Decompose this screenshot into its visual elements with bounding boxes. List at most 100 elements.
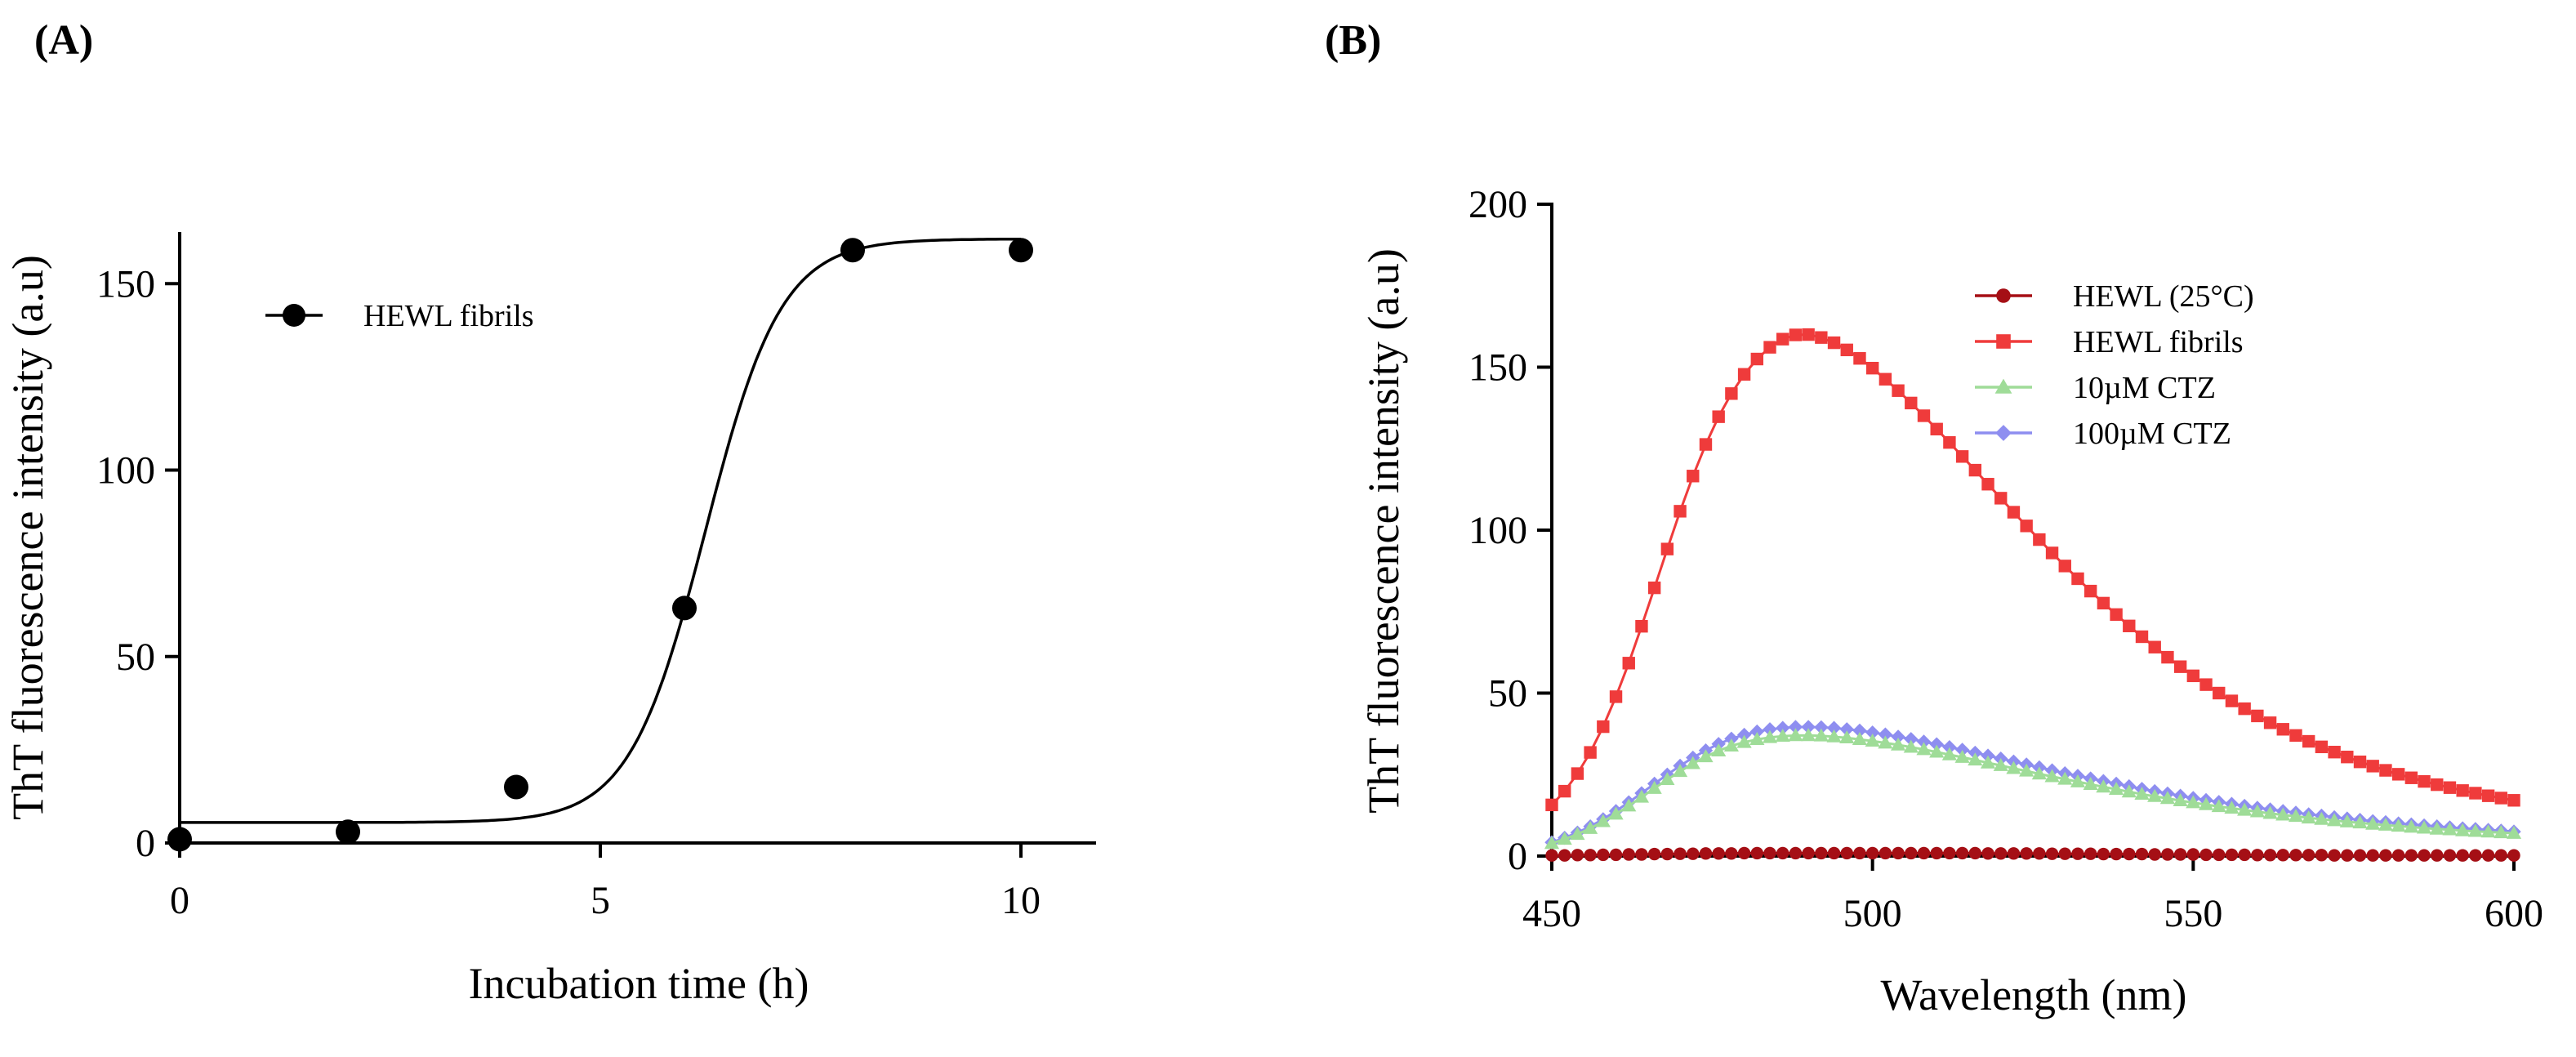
panel-b-data-point: [1879, 372, 1892, 386]
panel-a-legend-marker: [283, 304, 305, 327]
panel-b-data-point: [2033, 847, 2046, 860]
panel-b-series-2: [1544, 728, 2522, 850]
panel-b-data-point: [2341, 849, 2354, 862]
panel-b-data-point: [2020, 847, 2033, 860]
panel-b-data-point: [1839, 730, 1855, 743]
panel-b-data-point: [2288, 809, 2304, 823]
panel-b-data-point: [2480, 824, 2496, 838]
panel-b-data-point: [2213, 848, 2226, 862]
panel-b-data-point: [1699, 438, 1713, 451]
panel-b-data-point: [1725, 847, 1738, 860]
panel-b-data-point: [2045, 546, 2059, 560]
panel-b-data-point: [2404, 771, 2418, 784]
panel-b: (B) 0 50 100 150 200 450: [1325, 17, 2543, 1019]
panel-b-data-point: [2469, 849, 2482, 862]
panel-b-data-point: [1955, 846, 1969, 860]
panel-b-data-point: [2455, 823, 2471, 836]
panel-b-x-ticks: 450 500 550 600: [1522, 856, 2543, 935]
panel-b-data-point: [1826, 720, 1842, 735]
panel-b-data-point: [2147, 788, 2163, 802]
panel-b-data-point: [2404, 849, 2418, 862]
panel-a-y-tick-label: 100: [96, 449, 155, 493]
panel-b-data-point: [1941, 747, 1958, 760]
panel-b-data-point: [1711, 743, 1727, 756]
panel-a-x-tick-label: 5: [591, 879, 610, 922]
panel-b-data-point: [1647, 780, 1662, 794]
panel-b-data-point: [1545, 798, 1558, 812]
panel-b-data-point: [2237, 802, 2253, 816]
panel-b-data-point: [2289, 849, 2302, 862]
panel-b-y-tick-label: 0: [1508, 835, 1527, 878]
panel-a-fit-curve: [180, 237, 1021, 824]
panel-b-data-point: [1622, 657, 1635, 670]
panel-b-data-point: [1776, 846, 1789, 860]
panel-b-data-point: [2391, 849, 2405, 862]
panel-b-data-point: [1622, 848, 1635, 861]
panel-b-data-point: [2238, 702, 2251, 716]
panel-b-data-point: [2302, 734, 2315, 748]
panel-b-data-point: [2199, 848, 2213, 862]
panel-b-data-point: [1814, 720, 1829, 735]
panel-b-data-point: [2315, 849, 2329, 862]
panel-b-data-point: [1712, 847, 1725, 860]
panel-b-data-point: [1571, 849, 1584, 862]
panel-a-y-tick-label: 50: [116, 636, 155, 679]
panel-b-data-point: [1981, 847, 1994, 860]
panel-b-data-point: [2481, 789, 2495, 802]
panel-b-legend-marker: [1995, 425, 2012, 441]
panel-b-data-point: [2213, 686, 2226, 700]
panel-b-data-point: [2328, 849, 2341, 862]
panel-b-data-point: [1609, 690, 1623, 703]
panel-b-data-point: [2276, 723, 2289, 736]
panel-a-y-tick-label: 150: [96, 262, 155, 306]
panel-a-legend: HEWL fibrils: [265, 299, 534, 333]
panel-b-data-point: [2494, 849, 2507, 862]
panel-b-data-point: [1802, 846, 1815, 860]
panel-b-data-point: [1647, 581, 1661, 595]
panel-b-data-point: [2442, 822, 2458, 836]
panel-b-legend-label: 10µM CTZ: [2073, 371, 2216, 405]
panel-b-data-point: [2429, 821, 2445, 835]
panel-b-data-point: [1853, 846, 1866, 860]
panel-b-data-point: [1865, 361, 1879, 375]
panel-b-data-point: [1635, 848, 1648, 861]
panel-b-data-point: [1852, 732, 1868, 745]
panel-b-data-point: [1736, 727, 1752, 743]
panel-b-data-point: [2019, 763, 2035, 777]
panel-b-data-point: [1788, 720, 1803, 734]
panel-b-data-point: [2096, 779, 2111, 793]
panel-b-label: (B): [1325, 17, 1381, 64]
panel-a-data-points: [167, 238, 1033, 852]
panel-b-data-point: [2159, 791, 2176, 805]
panel-b-data-point: [2020, 520, 2033, 533]
panel-b-data-point: [1892, 846, 1905, 860]
panel-b-data-point: [2031, 766, 2047, 780]
panel-b-data-point: [1878, 727, 1893, 742]
panel-b-data-point: [1712, 410, 1725, 423]
panel-b-data-point: [1929, 737, 1944, 751]
panel-b-data-point: [2186, 848, 2200, 861]
panel-b-data-point: [1584, 849, 1597, 862]
panel-a-data-point: [167, 827, 192, 852]
panel-b-data-point: [1737, 368, 1751, 381]
panel-b-data-point: [1788, 728, 1803, 742]
panel-b-data-point: [2044, 769, 2060, 783]
panel-b-data-point: [2070, 774, 2086, 787]
panel-a-data-point: [840, 238, 865, 263]
panel-b-data-point: [2418, 849, 2431, 862]
panel-b-data-point: [2416, 820, 2432, 834]
panel-b-y-tick-label: 100: [1468, 509, 1527, 552]
panel-b-data-point: [1557, 832, 1572, 845]
panel-b-data-point: [2123, 619, 2136, 633]
panel-b-data-point: [1801, 728, 1816, 742]
panel-b-data-point: [1801, 720, 1816, 734]
panel-b-data-point: [2249, 804, 2265, 818]
panel-b-data-point: [2121, 784, 2137, 798]
panel-b-data-point: [1943, 435, 1956, 449]
panel-b-data-point: [1660, 542, 1674, 555]
panel-b-data-point: [2443, 849, 2457, 862]
panel-b-data-point: [1905, 396, 1918, 410]
panel-b-data-point: [2173, 793, 2188, 806]
panel-b-data-point: [1930, 422, 1943, 436]
panel-b-series-3: [1544, 720, 2521, 850]
